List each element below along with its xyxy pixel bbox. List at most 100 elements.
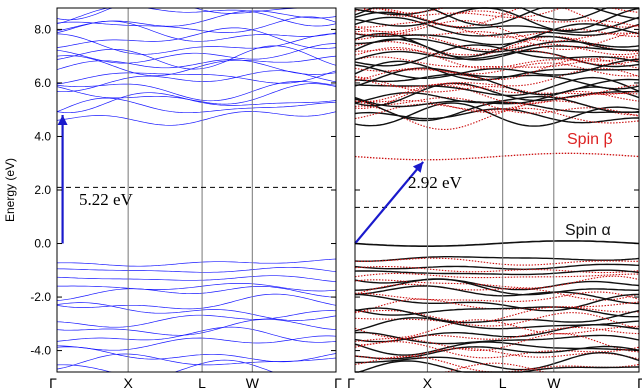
right-valence-beta-band <box>354 333 640 353</box>
left-valence-band <box>56 258 337 267</box>
left-conduction-band <box>56 16 337 33</box>
right-conduction-beta-band <box>354 76 640 99</box>
y-tick-label: -4.0 <box>30 344 51 358</box>
right-valence-beta-band <box>354 272 639 279</box>
right-x-tick-label: L <box>499 375 507 391</box>
right-conduction-beta-band <box>354 83 640 103</box>
y-tick-label: 6.0 <box>34 76 51 90</box>
right-valence-band <box>354 256 640 262</box>
y-tick-label: 0.0 <box>34 237 51 251</box>
left-valence-band <box>56 359 336 373</box>
legend-spin-beta: Spin β <box>567 131 613 148</box>
right-conduction-band <box>354 32 640 58</box>
right-conduction-beta-band <box>354 90 640 113</box>
left-conduction-band <box>56 97 337 114</box>
right-kpoint-dividers <box>426 8 555 372</box>
left-conduction-band <box>56 83 337 105</box>
left-valence-band <box>56 318 337 336</box>
right-valence-band <box>354 285 640 305</box>
right-conduction-band <box>354 82 640 107</box>
y-tick-label: -2.0 <box>30 290 51 304</box>
right-gap-annotation: 2.92 eV <box>408 173 463 192</box>
left-x-tick-label: Γ <box>334 375 342 391</box>
right-x-tick-label: Γ <box>637 375 642 391</box>
right-valence-beta-band <box>354 266 640 274</box>
right-valence-band <box>354 307 640 324</box>
left-conduction-band <box>56 10 337 32</box>
left-conduction-band <box>56 20 337 42</box>
left-y-axis-ticks: 8.0 6.0 4.0 2.0 0.0 -2.0 -4.0 <box>30 22 336 358</box>
right-conduction-band <box>355 76 640 97</box>
left-gap-arrow <box>57 115 68 244</box>
right-valence-beta-band <box>354 312 640 330</box>
left-conduction-band <box>56 33 336 55</box>
right-valence-beta-band <box>354 283 640 301</box>
left-x-tick-label: W <box>246 375 260 391</box>
left-x-tick-label: L <box>198 375 206 391</box>
left-valence-band <box>56 310 337 328</box>
left-conduction-band <box>56 45 337 70</box>
left-kpoint-dividers <box>127 8 253 372</box>
right-conduction-band <box>354 44 640 67</box>
left-gap-arrow-head <box>57 115 68 126</box>
right-conduction-band <box>354 102 640 127</box>
left-conduction-band <box>56 111 337 126</box>
right-conduction-beta-band <box>354 58 640 81</box>
left-valence-band <box>56 346 337 363</box>
left-valence-band <box>57 335 337 351</box>
right-valence-band <box>354 331 640 345</box>
left-conduction-band <box>56 27 337 49</box>
left-gap-annotation: 5.22 eV <box>79 190 134 209</box>
right-conduction-beta-band <box>354 41 640 66</box>
right-valence-beta-band <box>354 319 640 339</box>
left-conduction-band <box>56 55 337 77</box>
right-conduction-band <box>354 11 640 34</box>
right-conduction-beta-band <box>354 47 640 69</box>
left-band-panel: 5.22 eV 8.0 6.0 4.0 2.0 0.0 -2.0 -4.0 Γ X L W Γ En… <box>3 7 342 391</box>
right-valence-beta-band <box>354 341 640 359</box>
y-tick-label: 8.0 <box>34 22 51 36</box>
left-valence-band <box>56 353 337 370</box>
right-valence-beta-band <box>354 275 640 289</box>
spin-alpha-top-band <box>354 240 640 247</box>
left-valence-band <box>56 326 337 343</box>
right-valence-band <box>354 278 640 291</box>
right-conduction-band <box>354 16 640 37</box>
left-conduction-band <box>56 81 337 102</box>
right-conduction-beta-band <box>354 20 640 42</box>
left-valence-band <box>56 286 337 301</box>
right-valence-beta-band <box>354 257 639 266</box>
right-valence-band <box>354 341 640 356</box>
legend-spin-alpha: Spin α <box>565 222 611 239</box>
right-valence-band <box>354 345 640 360</box>
left-valence-band <box>56 293 337 310</box>
left-conduction-band <box>56 70 337 85</box>
right-conduction-band <box>354 67 640 90</box>
right-conduction-band <box>354 23 640 46</box>
right-conduction-band <box>354 38 640 61</box>
right-x-tick-label: Γ <box>347 375 355 391</box>
right-plot-frame <box>354 7 640 373</box>
right-gap-arrow-head <box>412 161 424 173</box>
right-band-lines <box>354 7 640 373</box>
right-band-panel: 2.92 eV Spin β Spin α Γ X L W Γ <box>347 7 642 391</box>
right-conduction-band <box>354 58 640 80</box>
right-valence-band <box>354 323 640 343</box>
right-conduction-beta-band <box>354 30 640 51</box>
left-conduction-band <box>56 7 337 27</box>
right-conduction-band <box>354 7 640 32</box>
right-conduction-beta-band <box>354 33 640 56</box>
right-gap-arrow-shaft <box>354 161 425 245</box>
right-conduction-beta-band <box>354 55 640 68</box>
right-valence-band <box>354 306 640 318</box>
y-axis-label: Energy (eV) <box>3 158 17 222</box>
left-x-tick-label: X <box>123 375 133 391</box>
y-tick-label: 2.0 <box>34 183 51 197</box>
right-gap-arrow <box>354 161 425 245</box>
left-valence-band <box>56 275 337 283</box>
right-valence-band <box>354 352 640 371</box>
right-conduction-beta-band <box>354 10 640 33</box>
right-conduction-band <box>355 38 640 53</box>
